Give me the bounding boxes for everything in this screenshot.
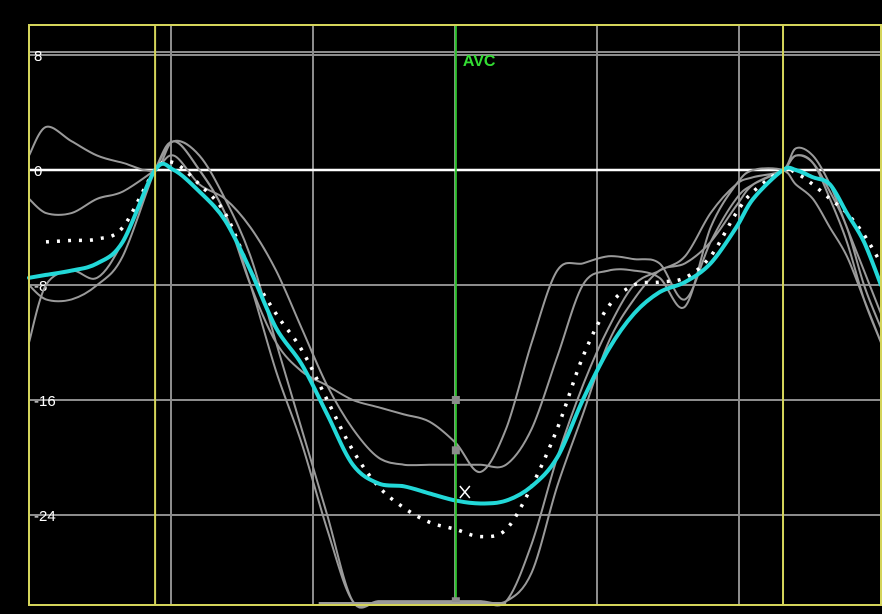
- event-markers: AVC: [154, 25, 785, 605]
- y-tick-labels: 80-8-16-24: [34, 48, 56, 525]
- plot-border: [28, 24, 882, 606]
- y-tick-label: 0: [34, 163, 42, 180]
- y-tick-label: -24: [34, 508, 56, 525]
- avc-point-x: [459, 485, 471, 499]
- y-tick-label: 8: [34, 48, 42, 65]
- avc-point: [451, 446, 460, 455]
- avc-point: [451, 597, 460, 606]
- avc-label: AVC: [463, 53, 496, 70]
- y-tick-label: -16: [34, 393, 56, 410]
- avc-point: [451, 396, 460, 404]
